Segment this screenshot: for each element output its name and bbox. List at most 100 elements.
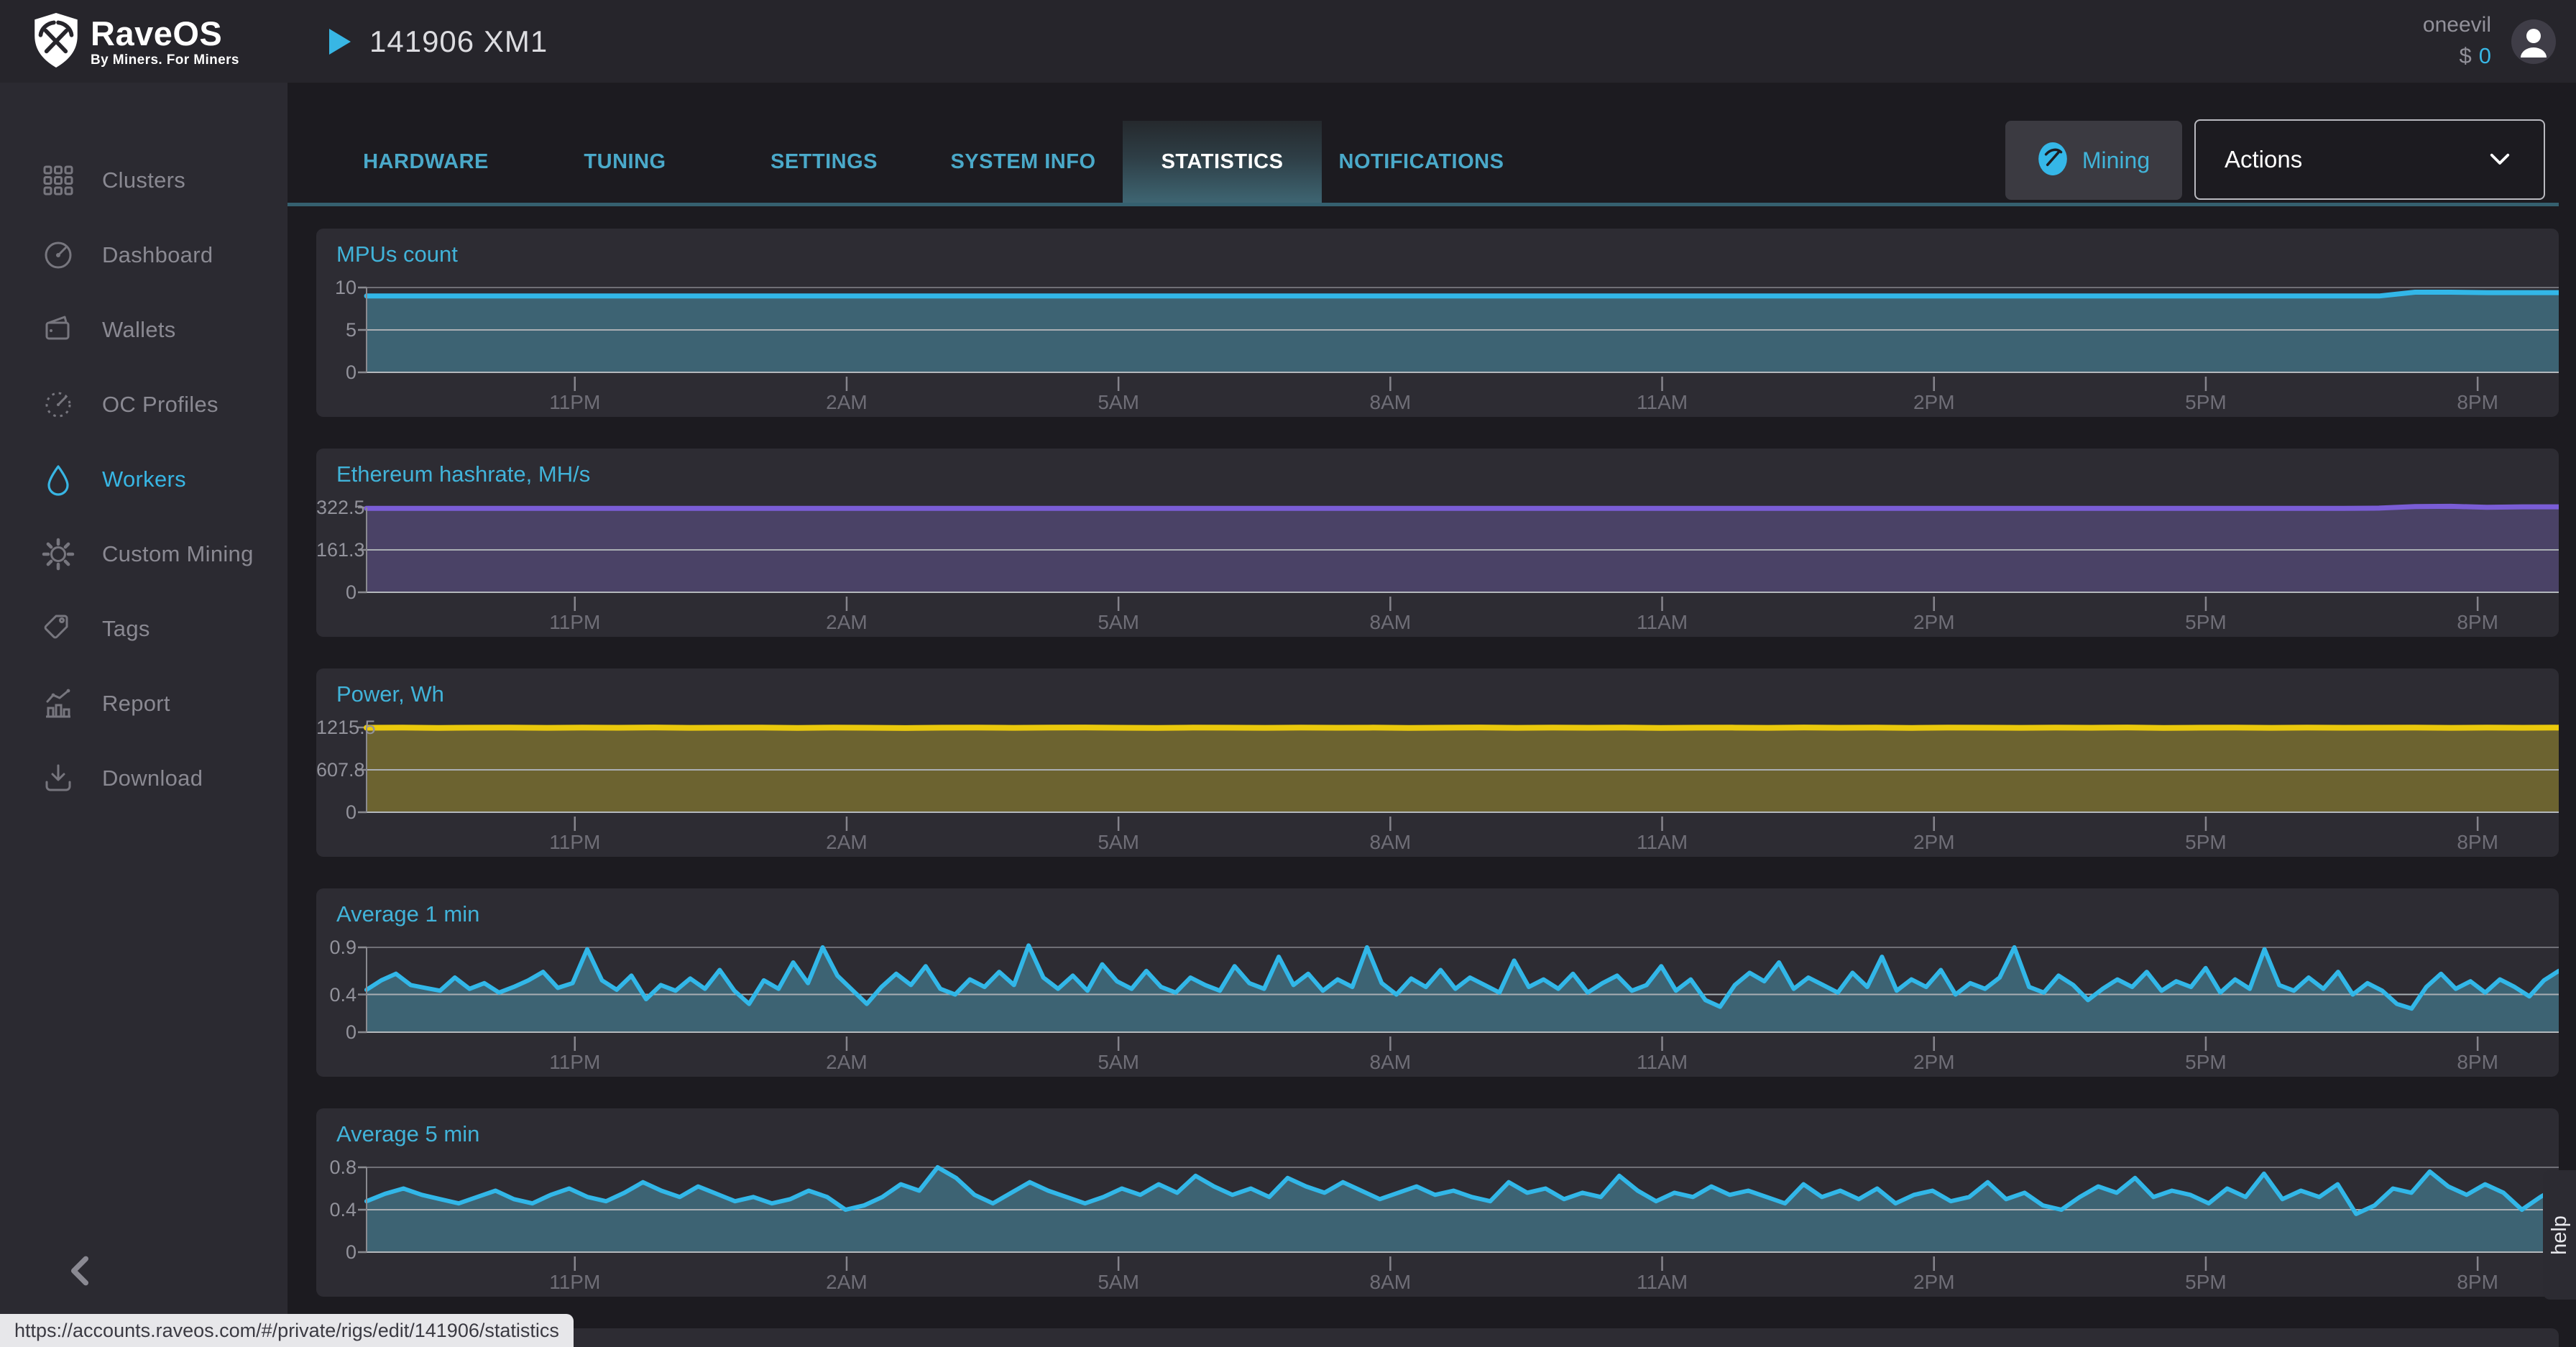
sidebar-item-tags[interactable]: Tags <box>0 592 288 666</box>
wallet-icon <box>40 312 76 348</box>
x-tick-label: 11PM <box>549 831 601 853</box>
download-icon <box>40 760 76 796</box>
sidebar-item-custom-mining[interactable]: Custom Mining <box>0 517 288 592</box>
help-tab[interactable]: help <box>2543 1170 2576 1300</box>
status-bar-url: https://accounts.raveos.com/#/private/ri… <box>14 1319 559 1341</box>
sidebar-item-label: OC Profiles <box>102 392 218 417</box>
x-tick-label: 11AM <box>1637 1051 1688 1073</box>
x-tick-label: 11PM <box>549 1271 601 1293</box>
sidebar-item-report[interactable]: Report <box>0 666 288 741</box>
x-tick-label: 8PM <box>2457 391 2498 413</box>
currency-symbol: $ <box>2459 43 2472 68</box>
sidebar-item-download[interactable]: Download <box>0 741 288 816</box>
x-tick-label: 5PM <box>2185 611 2227 633</box>
chart-title: Average 5 min <box>336 1121 480 1146</box>
tab-notifications[interactable]: NOTIFICATIONS <box>1338 150 1504 173</box>
y-tick-label: 0.4 <box>329 1199 356 1220</box>
chart-panel-power-wh: Power, Wh 0 607.8 1215.5 11PM 2AM 5AM 8AM 11AM 2P… <box>316 668 2559 857</box>
x-tick-label: 5AM <box>1098 611 1139 633</box>
x-tick-label: 2PM <box>1913 1051 1955 1073</box>
sidebar-item-wallets[interactable]: Wallets <box>0 293 288 367</box>
chart-plot-power-wh <box>358 725 2559 831</box>
actions-dropdown[interactable]: Actions <box>2194 119 2545 200</box>
x-tick-label: 2PM <box>1913 1271 1955 1293</box>
x-tick-label: 5AM <box>1098 831 1139 853</box>
sidebar-item-label: Download <box>102 766 203 791</box>
y-tick-label: 0 <box>345 1021 356 1043</box>
tab-bar: HARDWARE TUNING SETTINGS SYSTEM INFO STATIST… <box>326 121 1521 203</box>
sidebar-collapse-button[interactable] <box>66 1254 93 1291</box>
chart-plot-ethereum-hashrate-mh-s <box>358 503 2559 611</box>
y-tick-label: 0.4 <box>329 983 356 1006</box>
x-tick-label: 2AM <box>826 831 868 853</box>
balance-value: 0 <box>2478 43 2491 68</box>
actions-label: Actions <box>2225 146 2303 173</box>
x-tick-label: 11AM <box>1637 391 1688 413</box>
x-tick-label: 8AM <box>1369 391 1412 413</box>
gauge-dashed-icon <box>40 387 76 423</box>
series-line <box>364 290 2559 299</box>
x-tick-label: 8PM <box>2457 831 2498 853</box>
sidebar-item-label: Wallets <box>102 317 176 342</box>
y-tick-label: 0 <box>345 1241 356 1263</box>
x-tick-label: 2PM <box>1913 391 1955 413</box>
chevron-down-icon <box>2489 153 2511 166</box>
sidebar-item-oc-profiles[interactable]: OC Profiles <box>0 367 288 442</box>
x-tick-label: 8AM <box>1369 831 1412 853</box>
tab-statistics[interactable]: STATISTICS <box>1123 121 1322 203</box>
main-content: HARDWARE TUNING SETTINGS SYSTEM INFO STATIST… <box>288 83 2576 1347</box>
app-header: RaveOS By Miners. For Miners 141906 XM1 … <box>0 0 2576 83</box>
x-tick-label: 5AM <box>1098 1051 1139 1073</box>
balance: $0 <box>2423 43 2492 69</box>
user-avatar[interactable] <box>2511 19 2556 64</box>
shield-logo-icon <box>32 12 80 73</box>
sidebar-item-workers[interactable]: Workers <box>0 442 288 517</box>
tab-settings[interactable]: SETTINGS <box>770 150 878 173</box>
y-tick-label: 10 <box>334 277 356 298</box>
y-tick-label: 0 <box>345 362 356 383</box>
x-tick-label: 8AM <box>1369 1051 1412 1073</box>
x-tick-label: 11PM <box>549 611 601 633</box>
series-area <box>367 292 2559 372</box>
chart-panel-mpus-count: MPUs count 0 5 10 11PM 2AM 5AM 8AM 11AM 2PM 5PM 8PM <box>316 229 2559 417</box>
tab-hardware[interactable]: HARDWARE <box>363 150 489 173</box>
chart-title: Average 1 min <box>336 901 480 927</box>
tab-system-info[interactable]: SYSTEM INFO <box>950 150 1096 173</box>
chart-plot-average-1-min <box>358 943 2559 1051</box>
sidebar-item-clusters[interactable]: Clusters <box>0 143 288 218</box>
tab-tuning[interactable]: TUNING <box>584 150 666 173</box>
sidebar-item-label: Custom Mining <box>102 541 254 566</box>
drop-icon <box>40 461 76 497</box>
mining-status-button[interactable]: Mining <box>2005 121 2182 200</box>
chart-title: Ethereum hashrate, MH/s <box>336 461 591 487</box>
chart-panel-ethereum-hashrate-mh-s: Ethereum hashrate, MH/s 0 161.3 322.5 11PM 2A… <box>316 449 2559 637</box>
x-tick-label: 8PM <box>2457 1271 2498 1293</box>
chart-title: MPUs count <box>336 242 458 267</box>
mining-label: Mining <box>2082 147 2150 173</box>
series-line <box>364 1165 2559 1216</box>
x-tick-label: 2AM <box>826 1271 868 1293</box>
x-tick-label: 2AM <box>826 1051 868 1073</box>
raveos-logo[interactable]: RaveOS By Miners. For Miners <box>32 12 239 73</box>
x-tick-label: 5PM <box>2185 831 2227 853</box>
x-tick-label: 8AM <box>1369 611 1412 633</box>
sidebar-item-label: Clusters <box>102 167 186 193</box>
x-tick-label: 2AM <box>826 611 868 633</box>
grid-icon <box>40 162 76 198</box>
logo-title: RaveOS <box>91 14 223 52</box>
pickaxe-icon <box>2038 142 2068 180</box>
report-icon <box>40 686 76 722</box>
chart-panel-average-5-min: Average 5 min 0 0.4 0.8 11PM 2AM 5AM 8AM 11AM 2PM… <box>316 1108 2559 1297</box>
series-line <box>364 943 2559 1011</box>
y-tick-label: 161.3 <box>316 538 365 561</box>
sidebar-item-dashboard[interactable]: Dashboard <box>0 218 288 293</box>
sidebar: Clusters Dashboard Wallets OC Profiles W… <box>0 83 288 1347</box>
play-icon <box>329 28 351 55</box>
y-tick-label: 1215.5 <box>316 717 376 738</box>
sidebar-item-label: Workers <box>102 466 186 492</box>
x-tick-label: 11AM <box>1637 1271 1688 1293</box>
x-tick-label: 5PM <box>2185 1271 2227 1293</box>
rig-title: 141906 XM1 <box>369 24 548 58</box>
help-tab-label: help <box>2547 1215 2571 1255</box>
tab-bar-underline <box>288 203 2559 206</box>
